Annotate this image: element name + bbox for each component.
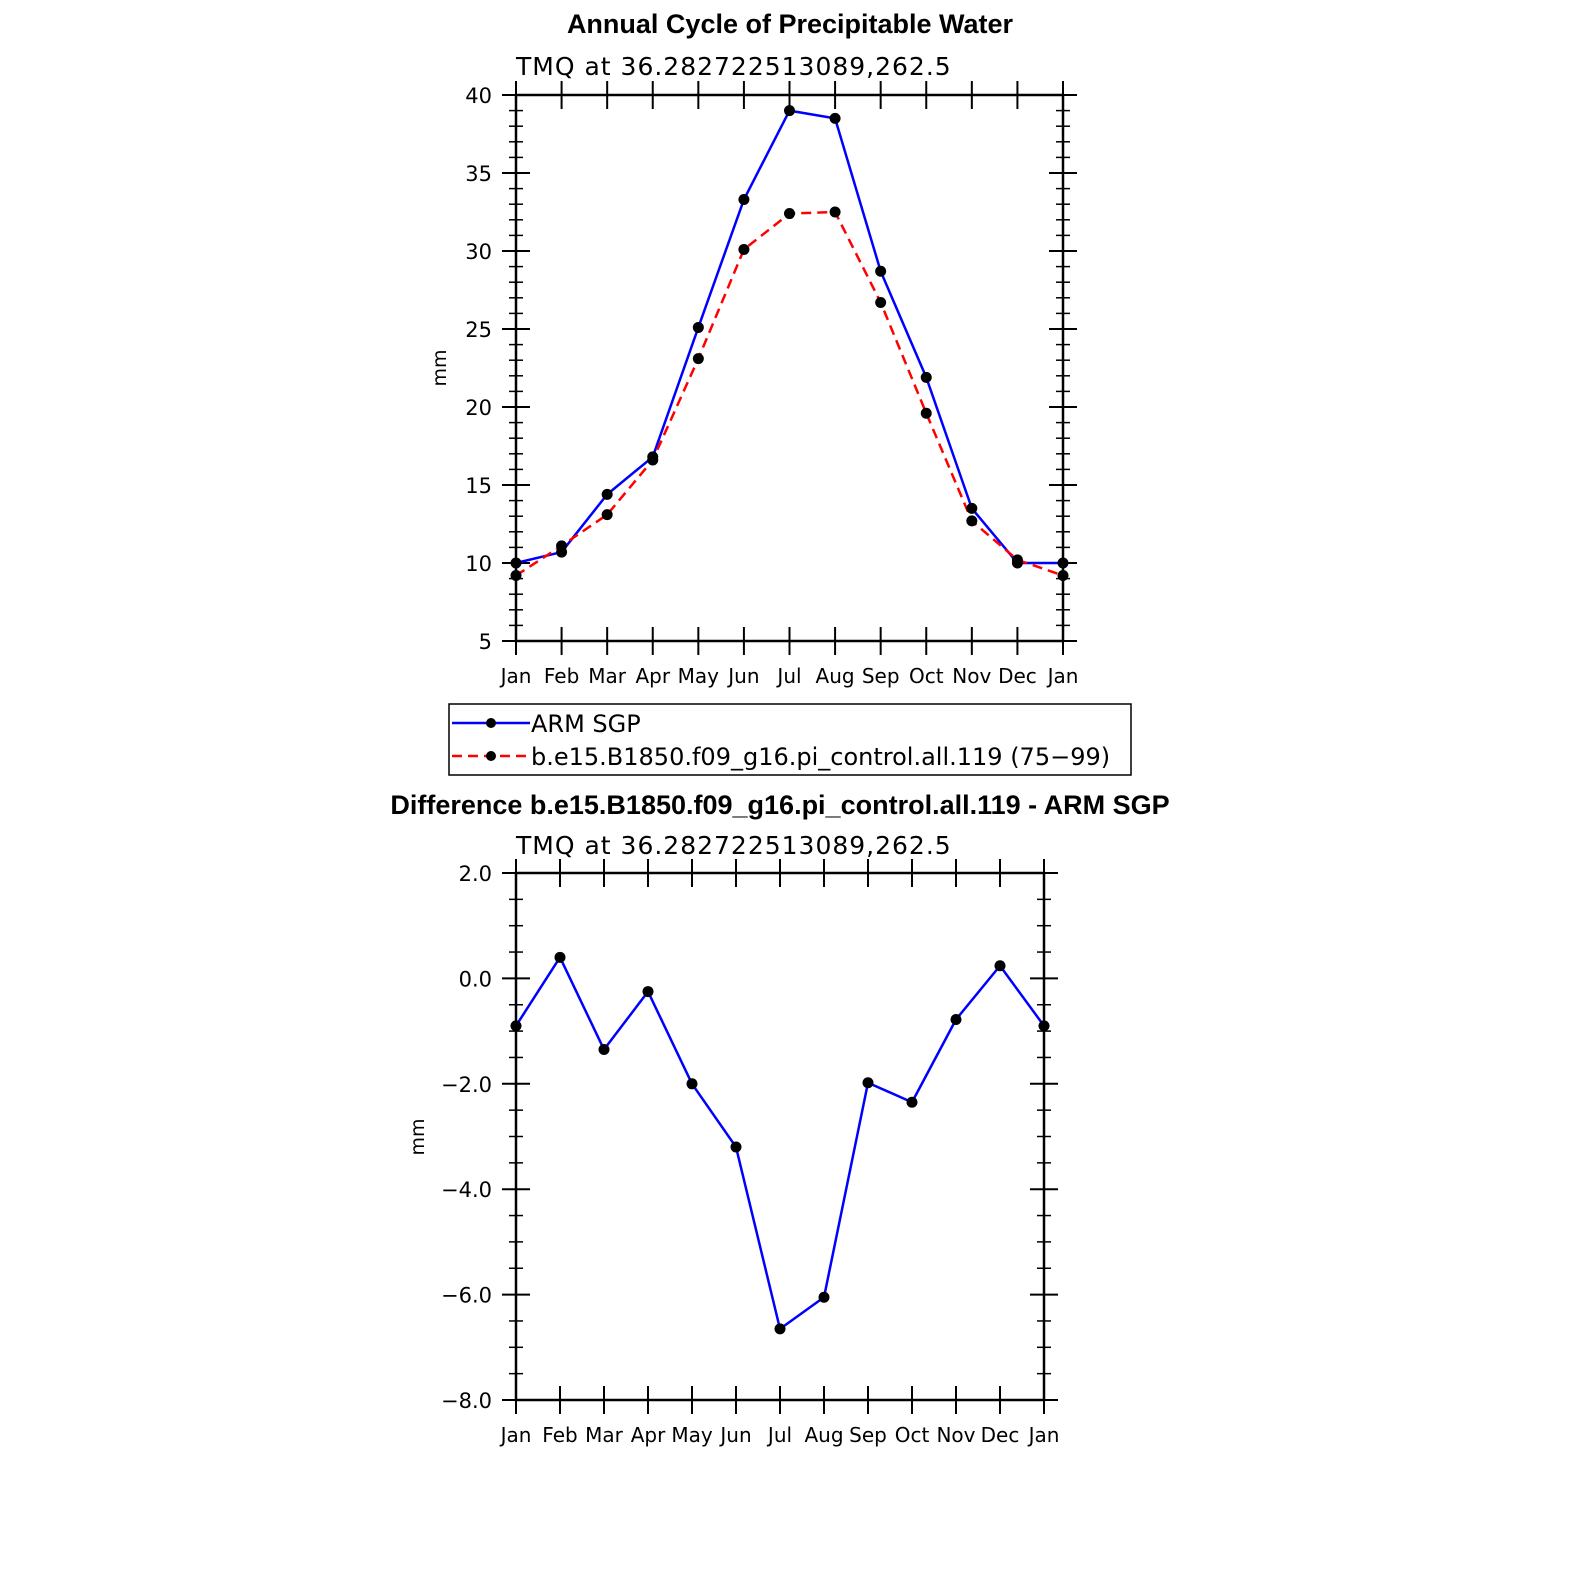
x-tick-label: Jan (1046, 664, 1079, 688)
x-tick-label: Nov (936, 1423, 975, 1447)
x-tick-label: Feb (544, 664, 579, 688)
data-point (829, 206, 841, 218)
data-point (730, 1141, 742, 1153)
x-tick-label: Aug (816, 664, 855, 688)
y-tick-label: 30 (465, 240, 492, 264)
chart-title: Difference b.e15.B1850.f09_g16.pi_contro… (390, 790, 1169, 820)
series-line-0 (514, 956, 1046, 1331)
plot-frame (514, 93, 1065, 643)
data-point (1011, 554, 1023, 566)
legend-marker-arm-sgp (486, 718, 496, 728)
data-point (920, 371, 932, 383)
data-point (1038, 1020, 1050, 1032)
data-point (598, 1044, 610, 1056)
data-point (601, 488, 613, 500)
data-point (647, 454, 659, 466)
legend-label-arm-sgp: ARM SGP (531, 710, 641, 738)
chart-subtitle: TMQ at 36.282722513089,262.5 (515, 52, 952, 81)
x-tick-label: Jul (766, 1423, 792, 1447)
data-point (906, 1096, 918, 1108)
y-tick-label: 20 (465, 396, 492, 420)
x-tick-label: Aug (804, 1423, 843, 1447)
plot-frame (514, 871, 1046, 1402)
data-point (966, 515, 978, 527)
x-tick-label: Jan (1027, 1423, 1060, 1447)
y-tick-label: −4.0 (441, 1178, 492, 1202)
legend-box (448, 703, 1132, 776)
y-tick-label: 35 (465, 162, 492, 186)
chart-subtitle: TMQ at 36.282722513089,262.5 (515, 831, 952, 860)
series-layer (510, 951, 1050, 1335)
y-tick-label: 10 (465, 552, 492, 576)
data-point (829, 112, 841, 124)
y-tick-label: 5 (479, 630, 492, 654)
plot-area: 5 10 15 20 25 30 35 40 Jan Feb Mar Apr May Jun Jul Aug S… (465, 81, 1078, 688)
series-layer (510, 105, 1069, 581)
data-point (966, 502, 978, 514)
data-point (510, 557, 522, 569)
data-point (920, 407, 932, 419)
data-point (875, 296, 887, 308)
data-point (510, 569, 522, 581)
data-point (1057, 557, 1069, 569)
y-tick-label: 15 (465, 474, 492, 498)
x-tick-label: Oct (909, 664, 944, 688)
data-point (875, 265, 887, 277)
x-tick-label: Jan (499, 1423, 532, 1447)
data-point (774, 1323, 786, 1335)
data-point (686, 1078, 698, 1090)
y-tick-label: −6.0 (441, 1284, 492, 1308)
x-tick-label: Jun (726, 664, 759, 688)
data-point (642, 986, 654, 998)
y-tick-label: −8.0 (441, 1389, 492, 1413)
legend-marker-model (486, 751, 496, 761)
x-tick-label: Jun (718, 1423, 751, 1447)
x-tick-label: Feb (542, 1423, 577, 1447)
x-tick-label: Jan (499, 664, 532, 688)
plot-area: −8.0 −6.0 −4.0 −2.0 0.0 2.0 Jan Feb Mar Apr May Jun… (441, 859, 1059, 1447)
y-tick-label: 0.0 (459, 967, 492, 991)
x-tick-label: Dec (981, 1423, 1020, 1447)
data-point (601, 509, 613, 521)
x-tick-label: May (671, 1423, 713, 1447)
y-tick-label: 25 (465, 318, 492, 342)
y-axis-label: mm (429, 349, 451, 386)
data-point (692, 353, 704, 365)
x-tick-label: Sep (862, 664, 900, 688)
legend: ARM SGP b.e15.B1850.f09_g16.pi_control.a… (448, 703, 1132, 776)
x-tick-label: Jul (775, 664, 801, 688)
x-tick-label: Dec (998, 664, 1037, 688)
data-point (510, 1020, 522, 1032)
y-tick-label: 2.0 (459, 862, 492, 886)
x-tick-label: Mar (585, 1423, 624, 1447)
data-point (554, 951, 566, 963)
x-tick-label: Nov (952, 664, 991, 688)
data-point (862, 1077, 874, 1089)
chart-title: Annual Cycle of Precipitable Water (567, 9, 1014, 39)
x-tick-label: Oct (895, 1423, 930, 1447)
x-tick-label: Apr (631, 1423, 666, 1447)
x-tick-label: Mar (588, 664, 627, 688)
data-point (738, 194, 750, 206)
data-point (556, 540, 568, 552)
series-line-0 (515, 109, 1063, 565)
difference-chart: Difference b.e15.B1850.f09_g16.pi_contro… (390, 790, 1169, 1447)
data-point (692, 321, 704, 333)
data-point (818, 1291, 830, 1303)
y-tick-label: 40 (465, 84, 492, 108)
data-point (784, 208, 795, 220)
x-tick-label: Sep (849, 1423, 887, 1447)
y-tick-label: −2.0 (441, 1073, 492, 1097)
data-point (1057, 569, 1069, 581)
data-point (950, 1014, 962, 1026)
y-axis-label: mm (407, 1118, 429, 1155)
x-tick-label: Apr (635, 664, 670, 688)
legend-label-model: b.e15.B1850.f09_g16.pi_control.all.119 (… (531, 743, 1110, 771)
data-point (994, 960, 1006, 972)
data-point (784, 105, 795, 117)
data-point (738, 243, 750, 255)
annual-cycle-chart: Annual Cycle of Precipitable Water TMQ a… (429, 9, 1132, 776)
x-tick-label: May (678, 664, 720, 688)
